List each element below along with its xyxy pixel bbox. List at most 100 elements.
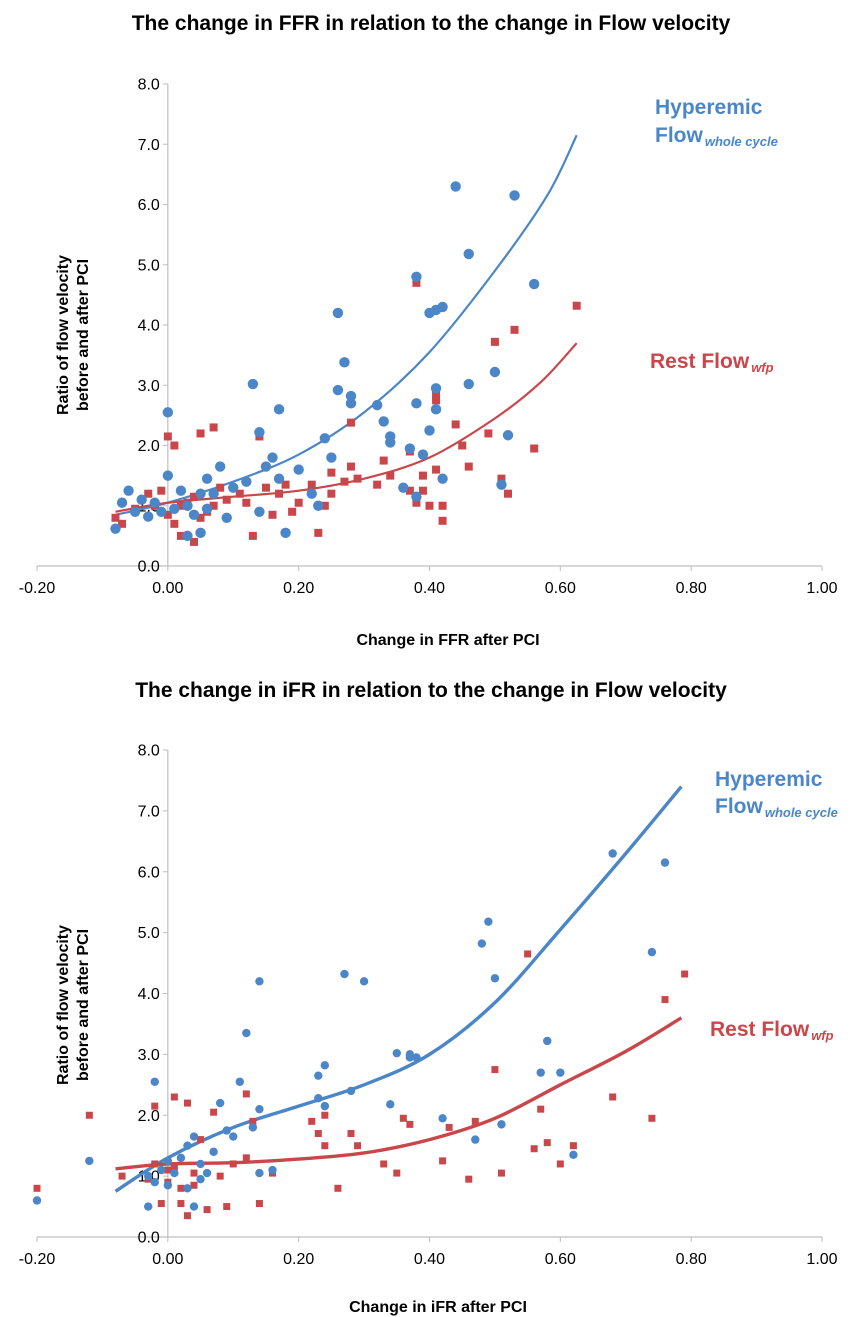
ifr-x-tick-label: 0.00 xyxy=(152,1251,183,1268)
ffr-hyperemic-point xyxy=(463,248,474,260)
ffr-hyperemic-point xyxy=(156,506,167,517)
ifr-rest-point xyxy=(321,1142,329,1150)
ifr-rest-point xyxy=(380,1160,388,1168)
ffr-hyperemic-point xyxy=(195,527,206,539)
ffr-hyperemic-point xyxy=(437,473,448,484)
ffr-rest-point xyxy=(432,396,441,405)
ifr-rest-point xyxy=(648,1114,656,1122)
ifr-rest-point xyxy=(197,1136,205,1144)
ffr-hyperemic-point xyxy=(149,497,160,508)
ffr-hyperemic-point xyxy=(411,398,422,409)
ifr-hyperemic-trend-line xyxy=(114,785,683,1193)
ifr-rest-point xyxy=(406,1120,414,1128)
ifr-rest-point xyxy=(556,1160,564,1168)
ifr-hyperemic-point xyxy=(222,1126,231,1135)
ifr-rest-point xyxy=(308,1117,316,1125)
ffr-hyperemic-point xyxy=(221,512,232,523)
ffr-y-tick-label: 8.0 xyxy=(138,77,160,94)
ifr-rest-point xyxy=(85,1111,93,1119)
ffr-hyperemic-point xyxy=(136,494,147,505)
ffr-rest-point xyxy=(209,423,218,432)
ffr-hyperemic-point xyxy=(326,452,337,463)
ifr-hyperemic-point xyxy=(248,1123,258,1132)
ffr-rest-point xyxy=(418,486,427,495)
ifr-hyperemic-point xyxy=(202,1168,212,1178)
ifr-hyperemic-point xyxy=(196,1174,205,1184)
ffr-rest-point xyxy=(294,498,303,507)
ifr-rest-point xyxy=(177,1184,185,1192)
ifr-hyperemic-point xyxy=(229,1132,238,1141)
ifr-hyperemic-point xyxy=(144,1171,153,1181)
ifr-y-tick-label: 8.0 xyxy=(138,743,160,760)
ffr-hyperemic-point xyxy=(306,488,317,499)
ifr-hyperemic-point xyxy=(608,849,617,858)
ifr-rest-point xyxy=(255,1200,263,1208)
ffr-hyperemic-point xyxy=(273,404,285,415)
ifr-hyperemic-label-main: Flow xyxy=(715,795,763,818)
ffr-hyperemic-point xyxy=(345,398,357,409)
ifr-rest-point xyxy=(151,1102,159,1110)
ffr-rest-point xyxy=(373,480,382,489)
ffr-hyperemic-point xyxy=(502,430,514,441)
ffr-hyperemic-point xyxy=(293,464,304,475)
ffr-hyperemic-point xyxy=(332,307,344,319)
ifr-rest-point xyxy=(497,1169,505,1177)
ifr-rest-point xyxy=(661,996,669,1004)
ifr-hyperemic-point xyxy=(438,1114,447,1123)
ffr-rest-point xyxy=(458,441,467,450)
ifr-hyperemic-point xyxy=(490,974,500,983)
ifr-hyperemic-point xyxy=(386,1100,395,1109)
ffr-hyperemic-point xyxy=(496,479,507,490)
ifr-y-tick-label: 0.0 xyxy=(138,1230,160,1247)
ffr-rest-label: Rest Flow wfp xyxy=(650,350,774,375)
ffr-hyperemic-point xyxy=(280,527,291,539)
ffr-rest-point xyxy=(405,486,414,495)
ffr-hyperemic-point xyxy=(450,181,461,192)
ffr-hyperemic-point xyxy=(169,503,180,514)
ffr-hyperemic-point xyxy=(162,470,174,481)
ifr-hyperemic-point xyxy=(255,977,264,986)
ffr-x-axis-label: Change in FFR after PCI xyxy=(356,632,539,649)
ifr-y-tick-label: 2.0 xyxy=(138,1108,160,1125)
ifr-hyperemic-point xyxy=(150,1178,159,1187)
ffr-rest-point xyxy=(504,489,512,498)
ffr-rest-point xyxy=(222,495,231,504)
ffr-data-points xyxy=(110,181,581,546)
ifr-trend-lines xyxy=(114,785,683,1193)
ffr-rest-point xyxy=(353,474,362,483)
ffr-hyperemic-point xyxy=(182,500,193,511)
ifr-rest-point xyxy=(157,1200,165,1208)
ffr-rest-point xyxy=(432,390,441,399)
ffr-rest-point xyxy=(111,513,120,522)
ffr-y-axis-label-line2: before and after PCI xyxy=(75,259,92,411)
ifr-hyperemic-point xyxy=(484,917,493,926)
ifr-rest-point xyxy=(347,1130,355,1138)
ifr-hyperemic-point xyxy=(392,1048,401,1058)
ffr-hyperemic-point xyxy=(273,473,285,484)
ffr-hyperemic-point xyxy=(208,488,219,499)
ffr-trend-lines xyxy=(115,134,578,516)
ffr-rest-point xyxy=(464,462,473,471)
ifr-hyperemic-point xyxy=(189,1132,199,1141)
ffr-rest-point xyxy=(275,489,284,498)
ffr-hyperemic-point xyxy=(385,437,396,448)
ffr-y-tick-label: 4.0 xyxy=(138,318,160,335)
ifr-rest-point xyxy=(190,1169,198,1177)
ifr-hyperemic-point xyxy=(471,1135,480,1144)
ifr-hyperemic-point xyxy=(183,1184,192,1193)
ffr-rest-point xyxy=(327,468,336,477)
ifr-rest-point xyxy=(543,1139,551,1147)
ffr-rest-point xyxy=(347,462,355,471)
ifr-hyperemic-label: Flow whole cycle xyxy=(715,795,838,820)
ifr-hyperemic-point xyxy=(215,1098,225,1108)
ifr-x-tick-label: 0.60 xyxy=(545,1251,576,1268)
ifr-rest-point xyxy=(393,1169,401,1177)
ffr-rest-point xyxy=(170,441,179,450)
ifr-y-tick-label: 4.0 xyxy=(138,986,160,1003)
ffr-rest-point xyxy=(320,501,329,510)
ffr-hyperemic-point xyxy=(116,497,128,508)
ffr-x-tick-label: 0.20 xyxy=(283,580,314,597)
ifr-hyperemic-point xyxy=(340,969,349,979)
ffr-hyperemic-point xyxy=(267,452,278,463)
